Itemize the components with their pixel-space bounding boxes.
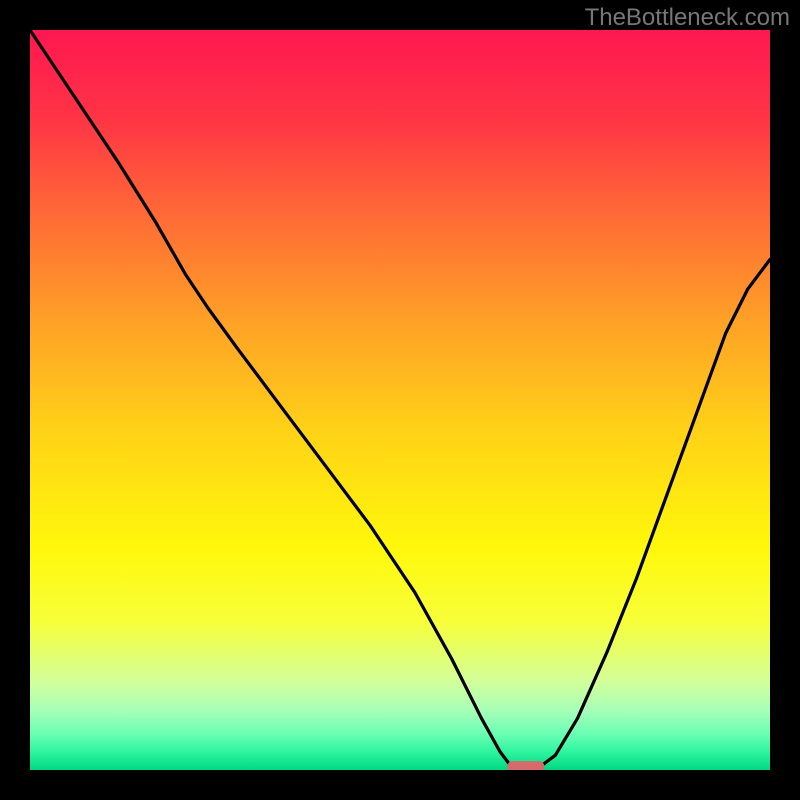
bottleneck-chart: TheBottleneck.com (0, 0, 800, 800)
chart-canvas (0, 0, 800, 800)
plot-background (30, 30, 770, 770)
